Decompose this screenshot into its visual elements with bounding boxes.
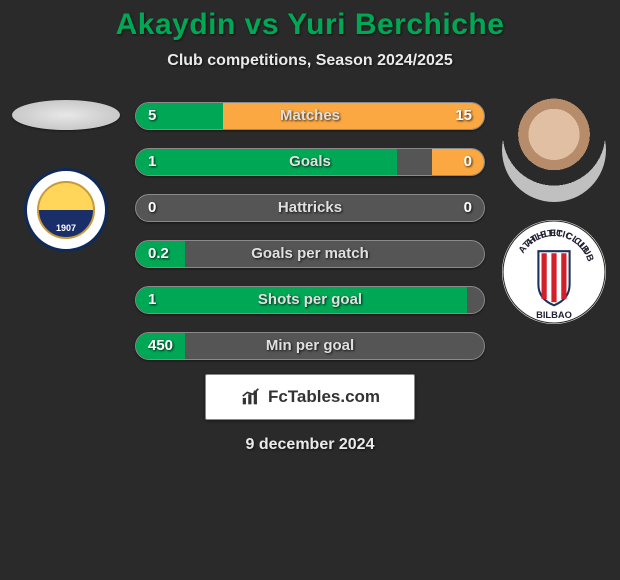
left-club-badge: 1907 <box>24 168 108 252</box>
left-club-year: 1907 <box>56 223 76 233</box>
left-club-badge-inner: 1907 <box>37 181 95 239</box>
comparison-card: Akaydin vs Yuri Berchiche Club competiti… <box>0 0 620 454</box>
stat-bars: 515Matches 10Goals 00Hattricks 0.2Goals per… <box>135 102 485 360</box>
stat-row: 1Shots per goal <box>135 286 485 314</box>
brand-badge: FcTables.com <box>205 374 415 420</box>
stat-row: 450Min per goal <box>135 332 485 360</box>
right-club-badge: ATHLETIC CLUB ATHLETIC CLUB BILBAO <box>502 220 606 324</box>
right-player-avatar <box>502 98 606 202</box>
page-title: Akaydin vs Yuri Berchiche <box>0 8 620 42</box>
right-player-column: ATHLETIC CLUB ATHLETIC CLUB BILBAO <box>499 98 609 324</box>
stat-label: Min per goal <box>136 333 484 359</box>
stat-label: Hattricks <box>136 195 484 221</box>
stat-row: 515Matches <box>135 102 485 130</box>
bar-chart-icon <box>240 386 262 408</box>
stat-label: Goals per match <box>136 241 484 267</box>
stat-label: Goals <box>136 149 484 175</box>
comparison-main: 1907 515Matches 10Goals 00Hattricks 0.2Goal… <box>0 98 620 360</box>
stat-label: Shots per goal <box>136 287 484 313</box>
stat-label: Matches <box>136 103 484 129</box>
svg-text:BILBAO: BILBAO <box>536 310 572 320</box>
page-subtitle: Club competitions, Season 2024/2025 <box>0 52 620 70</box>
left-player-column: 1907 <box>11 98 121 252</box>
stat-row: 10Goals <box>135 148 485 176</box>
date-label: 9 december 2024 <box>0 436 620 454</box>
athletic-club-icon: ATHLETIC CLUB ATHLETIC CLUB BILBAO <box>502 220 606 324</box>
stat-row: 00Hattricks <box>135 194 485 222</box>
brand-label: FcTables.com <box>268 387 380 407</box>
left-player-avatar <box>12 100 120 130</box>
stat-row: 0.2Goals per match <box>135 240 485 268</box>
